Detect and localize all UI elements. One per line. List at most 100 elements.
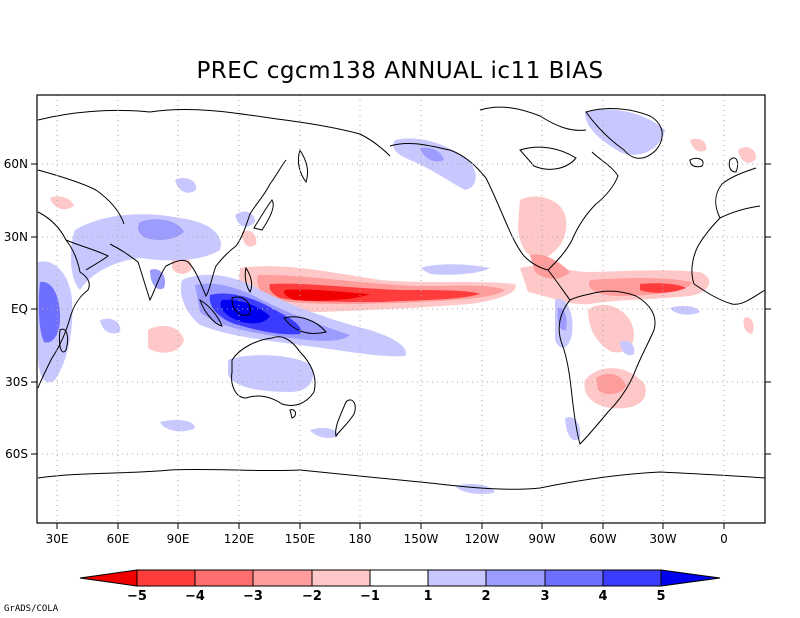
colorbar-label-neg2: −2 [302, 589, 322, 604]
coast-na-east [547, 151, 619, 271]
colorbar-label-1: 1 [423, 589, 432, 604]
red-south-america-east [588, 304, 634, 353]
coast-alaska [389, 143, 487, 179]
red-east-atlantic [743, 317, 754, 334]
coast-arabia [65, 239, 109, 271]
colorbar-segment-4 [311, 569, 371, 587]
coast-west-africa [691, 205, 766, 305]
lat-label-60n: 60N [4, 157, 28, 171]
coast-na-west [485, 177, 549, 271]
colorbar-label-3: 3 [540, 589, 549, 604]
lon-label-150w: 150W [404, 532, 439, 546]
coast-madagascar [59, 328, 69, 353]
colorbar-segment-7 [485, 569, 546, 587]
coast-tasmania [289, 409, 297, 419]
colorbar-segment-6 [427, 569, 487, 587]
red-europe-west [738, 147, 756, 163]
lon-label-180: 180 [349, 532, 372, 546]
colorbar-label-neg3: −3 [243, 589, 263, 604]
coast-antarctica [37, 468, 766, 490]
colorbar-segment-5 [369, 569, 429, 587]
blue-north-pacific [393, 138, 476, 190]
lat-label-30n: 30N [4, 230, 28, 244]
lat-labels: 60N 30N EQ 30S 60S [4, 157, 28, 461]
red-se-pacific [148, 325, 184, 353]
blue-subtropical-pacific [310, 428, 338, 438]
blue-greenland [585, 109, 665, 155]
blue-australia [228, 355, 314, 392]
map-title: PREC cgcm138 ANNUAL ic11 BIAS [196, 58, 604, 84]
red-atlantic-strong [640, 283, 686, 293]
coast-sumatra [199, 298, 223, 327]
coast-new-guinea [283, 316, 327, 334]
colorbar-left-arrow [79, 569, 138, 587]
red-japan-east [242, 230, 257, 247]
red-caribbean [530, 254, 570, 279]
coast-europe [715, 167, 757, 219]
blue-west-africa [670, 305, 700, 315]
lon-label-0: 0 [720, 532, 728, 546]
colorbar-label-neg1: −1 [360, 589, 380, 604]
colorbar-right-arrow [660, 569, 721, 587]
colorbar-label-2: 2 [481, 589, 490, 604]
colorbar-segment-1 [136, 569, 196, 587]
lon-label-30e: 30E [46, 532, 69, 546]
red-europe-patch [50, 196, 74, 210]
coastlines [37, 106, 766, 490]
coast-hudson [519, 146, 577, 170]
coast-se-asia [187, 159, 287, 298]
colorbar-label-neg4: −4 [185, 589, 205, 604]
red-itcz-pacific-max [284, 289, 370, 301]
blue-arabian-core [138, 219, 184, 240]
coast-philippines [244, 266, 253, 293]
blue-patagonia [565, 417, 581, 441]
coast-uk [728, 157, 739, 173]
red-north-atlantic [690, 138, 707, 152]
colorbar-label-5: 5 [656, 589, 665, 604]
lon-labels: 30E 60E 90E 120E 150E 180 150W 120W 90W … [46, 532, 728, 546]
coast-kamchatka [297, 148, 309, 184]
lat-label-30s: 30S [5, 375, 28, 389]
colorbar-segment-8 [544, 569, 604, 587]
colorbar-segment-3 [252, 569, 313, 587]
coast-central-america [547, 269, 571, 301]
lon-label-150e: 150E [285, 532, 316, 546]
blue-north-pacific-core [420, 147, 444, 162]
lon-label-90e: 90E [167, 532, 190, 546]
red-south-america-south-core [596, 373, 626, 395]
colorbar-segment-9 [602, 569, 662, 587]
lon-label-90w: 90W [528, 532, 555, 546]
map-background [37, 95, 765, 523]
coast-arctic-islands [479, 106, 587, 131]
tick-marks [31, 163, 771, 529]
blue-south-indian [100, 318, 121, 334]
lon-label-60w: 60W [589, 532, 616, 546]
lat-label-eq: EQ [11, 302, 28, 316]
coast-australia [231, 336, 316, 406]
blue-arabian-india [70, 214, 221, 290]
coast-greenland [585, 108, 663, 159]
grads-credit: GrADS/COLA [4, 604, 59, 614]
coast-borneo [231, 296, 251, 316]
coast-india [109, 243, 189, 302]
blue-central-pacific-band [420, 264, 490, 275]
coast-south-america [558, 290, 656, 445]
colorbar [79, 569, 721, 587]
red-gulf-mexico [518, 196, 567, 259]
lon-label-60e: 60E [107, 532, 130, 546]
blue-indian-ocean-west-core [38, 281, 60, 343]
coast-iceland [689, 157, 704, 168]
colorbar-label-neg5: −5 [127, 589, 147, 604]
lon-label-30w: 30W [649, 532, 676, 546]
lon-label-120e: 120E [224, 532, 255, 546]
lat-label-60s: 60S [5, 447, 28, 461]
blue-siberia [175, 178, 197, 193]
coast-new-zealand [335, 399, 356, 438]
colorbar-segment-2 [194, 569, 254, 587]
lon-label-120w: 120W [465, 532, 500, 546]
colorbar-label-4: 4 [598, 589, 607, 604]
coast-eurasia-north [37, 109, 391, 157]
coast-japan [253, 199, 274, 231]
colorbar-labels: −5 −4 −3 −2 −1 1 2 3 4 5 [127, 589, 666, 604]
